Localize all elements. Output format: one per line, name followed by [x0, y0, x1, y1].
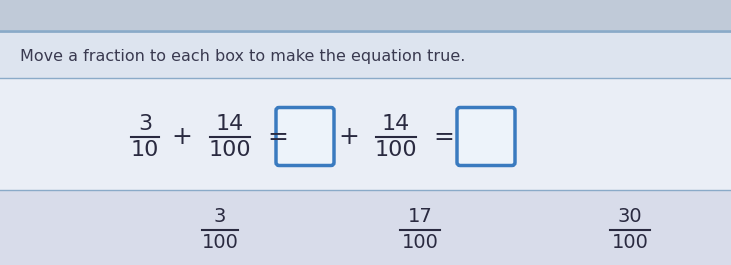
Text: Move a fraction to each box to make the equation true.: Move a fraction to each box to make the … — [20, 50, 466, 64]
Text: 10: 10 — [131, 139, 159, 160]
Text: 17: 17 — [408, 207, 432, 227]
Text: =: = — [268, 125, 289, 148]
Text: 100: 100 — [375, 139, 417, 160]
Bar — [0, 191, 731, 265]
FancyBboxPatch shape — [457, 108, 515, 166]
Text: 100: 100 — [202, 233, 238, 253]
Text: +: + — [172, 125, 192, 148]
Bar — [0, 32, 731, 78]
Text: 3: 3 — [213, 207, 226, 227]
FancyBboxPatch shape — [276, 108, 334, 166]
Text: 100: 100 — [612, 233, 648, 253]
Text: +: + — [338, 125, 360, 148]
Bar — [0, 79, 731, 190]
Text: =: = — [433, 125, 455, 148]
Text: 100: 100 — [401, 233, 439, 253]
Text: 3: 3 — [138, 113, 152, 134]
Text: 14: 14 — [216, 113, 244, 134]
Text: 100: 100 — [208, 139, 251, 160]
Bar — [0, 0, 731, 30]
Text: 30: 30 — [618, 207, 643, 227]
Text: 14: 14 — [382, 113, 410, 134]
